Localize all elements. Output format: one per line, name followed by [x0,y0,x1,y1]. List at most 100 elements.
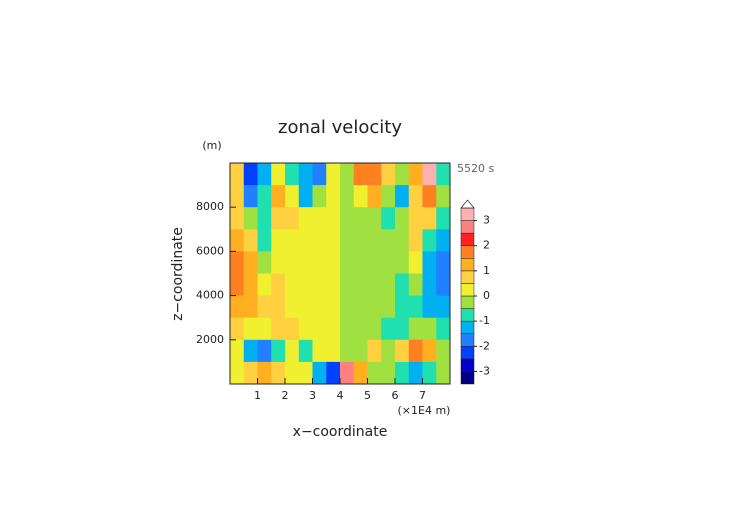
colorbar-band [460,220,475,234]
field-cell [436,295,451,319]
field-cell [298,273,313,297]
field-cell [340,273,355,297]
field-cell [271,251,286,274]
y-tick-label: 2000 [196,333,224,346]
field-cell [436,185,451,208]
field-cell [340,339,355,363]
field-cell [326,207,341,230]
colorbar-tick-label: -2 [479,339,490,352]
field-cell [353,339,368,363]
field-cell [381,207,396,230]
field-cell [436,361,451,385]
field-cell [353,185,368,208]
field-cell [285,185,300,208]
field-cell [312,251,327,274]
colorbar-band [460,371,475,385]
field-cell [326,273,341,297]
field-cell [271,295,286,319]
field-cell [395,229,410,252]
field-cell [271,339,286,363]
field-cell [436,339,451,363]
field-cell [353,273,368,297]
field-cell [285,273,300,297]
field-cell [298,339,313,363]
field-cell [381,295,396,319]
field-cell [243,163,258,186]
field-cell [230,273,245,297]
colorbar-band [460,283,475,297]
colorbar-band [460,295,475,309]
field-cell [230,361,245,385]
field-cell [298,207,313,230]
field-cell [243,229,258,252]
field-cell [326,185,341,208]
field-cell [395,317,410,341]
field-cell [271,229,286,252]
colorbar-band [460,258,475,272]
field-cell [395,361,410,385]
field-cell [422,339,437,363]
field-cell [312,229,327,252]
field-cell [298,361,313,385]
field-cell [312,361,327,385]
field-cell [422,185,437,208]
field-cell [381,339,396,363]
field-cell [367,361,382,385]
field-cell [298,185,313,208]
field-cell [243,339,258,363]
field-cell [340,207,355,230]
x-axis-label: x−coordinate [293,424,388,440]
field-cell [395,339,410,363]
field-cell [395,207,410,230]
field-cell [340,361,355,385]
field-cell [353,251,368,274]
field-cell [422,163,437,186]
field-cell [298,251,313,274]
x-tick-label: 2 [282,389,289,402]
field-cell [395,251,410,274]
x-tick-label: 4 [337,389,344,402]
field-cell [271,317,286,341]
field-cell [298,295,313,319]
field-cell [422,229,437,252]
field-cell [422,317,437,341]
field-cell [422,273,437,297]
x-tick-label: 5 [364,389,371,402]
field-cell [353,361,368,385]
field-cell [257,163,272,186]
field-cell [408,185,423,208]
field-cell [230,251,245,274]
field-cell [312,273,327,297]
field-cell [340,163,355,186]
field-cell [408,163,423,186]
field-cell [285,295,300,319]
field-cell [257,295,272,319]
field-cell [257,317,272,341]
field-cell [381,317,396,341]
field-cell [271,207,286,230]
field-cell [298,163,313,186]
colorbar-tick-label: 0 [483,289,490,302]
x-tick-label: 3 [309,389,316,402]
field-cell [257,207,272,230]
field-cell [230,339,245,363]
y-axis-label: z−coordinate [170,227,186,321]
field-cell [436,163,451,186]
field-cell [326,229,341,252]
field-cell [285,361,300,385]
field-cell [326,339,341,363]
colorbar-band [460,270,475,284]
field-cell [257,251,272,274]
field-cell [271,361,286,385]
field-cell [243,317,258,341]
field-cell [395,163,410,186]
y-unit: (m) [202,139,221,152]
field-cell [367,295,382,319]
field-cell [230,295,245,319]
field-cell [298,229,313,252]
field-cell [230,229,245,252]
colorbar-band [460,358,475,372]
field-cell [326,317,341,341]
field-cell [408,317,423,341]
field-cell [285,229,300,252]
